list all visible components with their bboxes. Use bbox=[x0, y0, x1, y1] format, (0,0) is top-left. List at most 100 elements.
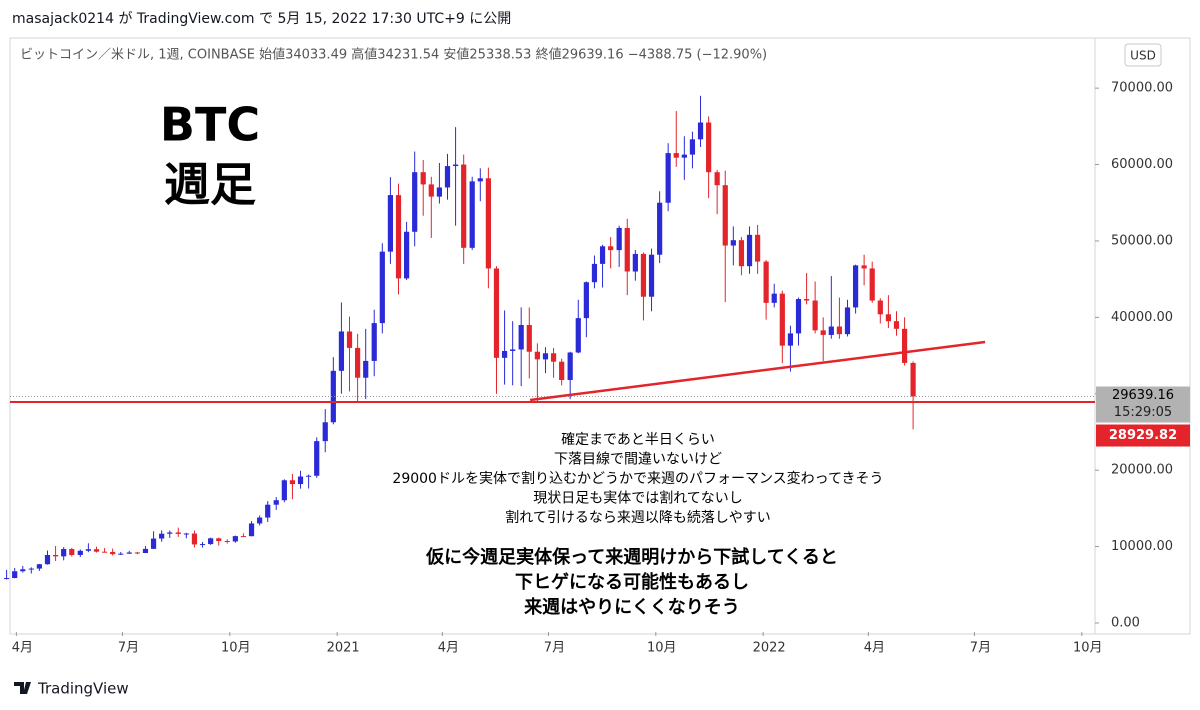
candle-body bbox=[624, 227, 630, 272]
candle-body bbox=[428, 184, 434, 197]
candle-body bbox=[550, 353, 557, 362]
candle-body bbox=[175, 532, 181, 534]
candle-body bbox=[852, 265, 859, 308]
candle-body bbox=[746, 234, 753, 267]
candle-body bbox=[395, 195, 402, 279]
candle-body bbox=[167, 532, 173, 534]
candle-body bbox=[665, 153, 671, 203]
trendline bbox=[529, 340, 986, 402]
hline-price-box bbox=[1096, 424, 1190, 447]
candle-body bbox=[387, 195, 394, 252]
candle-body bbox=[224, 540, 230, 542]
candle-body bbox=[12, 571, 18, 579]
x-tick-label: 10月 bbox=[221, 641, 251, 656]
candle-body bbox=[461, 164, 467, 248]
candle-body bbox=[608, 246, 614, 251]
candle-body bbox=[493, 268, 500, 358]
currency[interactable]: USD bbox=[1130, 49, 1156, 63]
note-large: 下ヒゲになる可能性もあるし bbox=[515, 571, 749, 593]
candle-body bbox=[273, 500, 279, 505]
candle-body bbox=[118, 553, 124, 555]
brand: TradingView bbox=[37, 680, 129, 698]
y-tick-label: 40000.00 bbox=[1111, 310, 1173, 325]
candle-body bbox=[93, 549, 100, 552]
candle-body bbox=[20, 569, 26, 572]
x-tick-label: 4月 bbox=[12, 641, 33, 656]
candle-body bbox=[591, 263, 598, 283]
candle-body bbox=[877, 300, 883, 315]
candle-body bbox=[632, 253, 638, 272]
candle-body bbox=[730, 240, 736, 246]
last-price-label: 29639.16 bbox=[1112, 388, 1174, 403]
x-tick-label: 10月 bbox=[1073, 641, 1103, 656]
candle-body bbox=[640, 253, 647, 297]
candle-body bbox=[322, 422, 328, 442]
note: 確定まであと半日くらい bbox=[561, 432, 715, 448]
chart-frame bbox=[9, 37, 1191, 635]
candle-body bbox=[289, 480, 296, 485]
candle-body bbox=[689, 139, 696, 155]
candle-body bbox=[436, 187, 442, 197]
candle-body bbox=[787, 333, 794, 346]
candle-body bbox=[583, 282, 589, 319]
logo-mark bbox=[14, 682, 31, 694]
candle-body bbox=[134, 552, 140, 554]
candle-body bbox=[306, 475, 312, 477]
candle-body bbox=[159, 533, 165, 539]
candle-body bbox=[477, 178, 483, 182]
candle-body bbox=[804, 299, 810, 301]
candle-body bbox=[191, 533, 198, 545]
candle-body bbox=[706, 122, 712, 173]
candle-body bbox=[248, 523, 255, 537]
candle-body bbox=[616, 227, 622, 251]
candle-body bbox=[893, 321, 900, 329]
countdown: 15:29:05 bbox=[1114, 405, 1172, 420]
x-tick-label: 2022 bbox=[753, 641, 786, 656]
candle-body bbox=[910, 362, 916, 397]
candle-body bbox=[36, 564, 42, 569]
candle-body bbox=[469, 181, 475, 248]
candle-body bbox=[844, 307, 851, 335]
candle-body bbox=[265, 504, 271, 518]
candle-body bbox=[363, 360, 369, 378]
candle-body bbox=[869, 268, 875, 301]
candle-body bbox=[885, 314, 891, 322]
currency-button[interactable] bbox=[1124, 43, 1162, 67]
candle-body bbox=[567, 352, 573, 381]
candle-body bbox=[542, 353, 549, 360]
candle-body bbox=[126, 552, 132, 554]
x-tick-label: 7月 bbox=[970, 641, 991, 656]
candle-body bbox=[673, 153, 679, 158]
candle-body bbox=[330, 370, 336, 423]
candle-body bbox=[559, 361, 565, 381]
x-tick-label: 4月 bbox=[864, 641, 885, 656]
candle-body bbox=[346, 331, 353, 348]
candle-body bbox=[240, 536, 247, 538]
candle-body bbox=[697, 122, 704, 140]
candle-body bbox=[828, 326, 834, 335]
candle-body bbox=[648, 254, 655, 297]
candle-body bbox=[420, 172, 426, 185]
y-tick-label: 60000.00 bbox=[1111, 157, 1173, 172]
y-tick-label: 50000.00 bbox=[1111, 233, 1173, 248]
candle-body bbox=[779, 293, 785, 346]
candle-body bbox=[901, 328, 908, 363]
candle-body bbox=[52, 554, 59, 557]
candle-body bbox=[183, 533, 189, 535]
candle-body bbox=[208, 538, 214, 545]
x-tick-label: 10月 bbox=[647, 641, 677, 656]
candle-body bbox=[28, 568, 34, 570]
note: 下落目線で間違いないけど bbox=[554, 452, 722, 468]
candle-body bbox=[199, 544, 206, 546]
candle-body bbox=[338, 331, 345, 371]
candle-body bbox=[216, 538, 222, 541]
x-tick-label: 7月 bbox=[118, 641, 139, 656]
note: 割れて引けるなら来週以降も続落しやすい bbox=[505, 509, 770, 526]
candle-body bbox=[501, 350, 508, 358]
candle-body bbox=[738, 240, 745, 267]
candle-body bbox=[371, 323, 377, 361]
candle-body bbox=[379, 251, 385, 324]
candle-body bbox=[755, 234, 761, 262]
